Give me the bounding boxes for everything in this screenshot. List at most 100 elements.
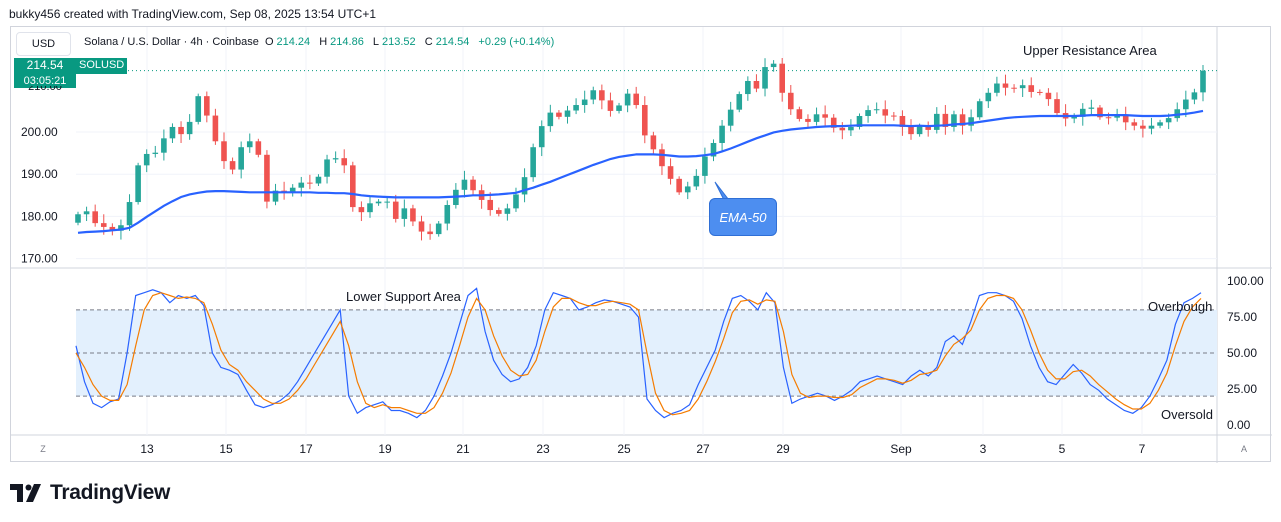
- candle-body: [770, 63, 777, 68]
- ohlc-open: O 214.24: [264, 36, 311, 48]
- candle-body: [865, 110, 871, 116]
- candle-body: [641, 105, 648, 136]
- candle-body: [547, 112, 554, 127]
- candle-body: [1165, 118, 1172, 123]
- candle-body: [667, 166, 674, 179]
- candle-body: [401, 208, 408, 219]
- time-tick-label: 21: [456, 442, 470, 456]
- candle-body: [367, 203, 373, 213]
- candle-body: [830, 117, 837, 128]
- candle-body: [487, 199, 494, 211]
- candle-body: [1131, 122, 1138, 126]
- candle-body: [1148, 125, 1155, 129]
- lower-support-label: Lower Support Area: [346, 289, 461, 304]
- candle-body: [169, 126, 176, 139]
- candle-body: [616, 105, 622, 111]
- candle-body: [1037, 91, 1043, 93]
- candle-body: [676, 178, 682, 193]
- time-tick-label: 5: [1059, 442, 1066, 456]
- auto-scale-button[interactable]: A: [1240, 444, 1247, 454]
- candle-body: [899, 115, 906, 127]
- candle-body: [1028, 85, 1035, 92]
- candle-body: [238, 147, 244, 170]
- ema-50-line: [77, 109, 1204, 234]
- candle-body: [693, 175, 700, 187]
- candle-body: [246, 141, 253, 148]
- candle-body: [229, 161, 236, 170]
- countdown-tag: 03:05:21: [14, 74, 76, 88]
- overbought-label: Overbough: [1148, 299, 1213, 314]
- price-tick-label: 200.00: [21, 125, 58, 139]
- candle-body: [624, 93, 631, 106]
- candle-body: [959, 114, 966, 126]
- candle-body: [272, 190, 279, 202]
- candle-body: [410, 208, 416, 222]
- time-tick-label: Sep: [890, 442, 912, 456]
- candle-body: [496, 210, 502, 214]
- candle-body: [470, 179, 476, 191]
- candle-body: [796, 109, 803, 119]
- candle-body: [702, 156, 708, 176]
- candle-body: [599, 90, 605, 101]
- stoch-tick-label: 0.00: [1227, 418, 1251, 432]
- candle-body: [186, 121, 193, 135]
- candle-body: [573, 105, 579, 111]
- candle-body: [745, 80, 751, 95]
- candle-body: [521, 177, 528, 195]
- price-tick-label: 170.00: [21, 252, 58, 266]
- symbol-legend: Solana / U.S. Dollar · 4h · Coinbase O 21…: [84, 36, 557, 48]
- candle-body: [1054, 99, 1060, 114]
- candle-body: [221, 141, 227, 162]
- stoch-tick-label: 50.00: [1227, 346, 1257, 360]
- candle-body: [1114, 115, 1120, 118]
- candle-body: [392, 201, 399, 219]
- chart-credit: bukky456 created with TradingView.com, S…: [9, 7, 377, 21]
- candle-body: [324, 159, 330, 177]
- symbol-tag: SOLUSD: [76, 58, 128, 74]
- zoom-button[interactable]: Z: [40, 444, 46, 454]
- candle-body: [1191, 92, 1198, 100]
- candle-body: [444, 204, 451, 224]
- candle-body: [1140, 125, 1146, 129]
- time-tick-label: 19: [378, 442, 392, 456]
- candle-body: [204, 96, 210, 116]
- time-tick-label: 15: [219, 442, 233, 456]
- candle-body: [178, 126, 184, 135]
- candle-body: [152, 152, 159, 154]
- time-tick-label: 27: [696, 442, 710, 456]
- candle-body: [75, 214, 81, 223]
- candle-body: [787, 92, 794, 110]
- candle-body: [1183, 99, 1189, 110]
- currency-button[interactable]: USD: [16, 32, 71, 56]
- ohlc-close: C 214.54: [424, 36, 470, 48]
- candle-body: [891, 115, 897, 117]
- time-tick-label: 7: [1139, 442, 1146, 456]
- candle-body: [839, 127, 846, 131]
- candle-body: [461, 179, 468, 190]
- oversold-label: Oversold: [1161, 407, 1214, 422]
- candle-body: [848, 126, 854, 131]
- candle-body: [255, 141, 262, 155]
- candle-body: [332, 158, 339, 160]
- stoch-tick-label: 25.00: [1227, 382, 1257, 396]
- candle-body: [873, 109, 880, 111]
- candle-body: [762, 67, 768, 89]
- candle-body: [556, 112, 562, 117]
- time-tick-label: 3: [980, 442, 987, 456]
- candle-body: [1019, 85, 1026, 89]
- candle-body: [805, 118, 811, 122]
- tradingview-logo-text: TradingView: [50, 481, 171, 504]
- candle-body: [925, 126, 931, 130]
- candle-body: [684, 186, 691, 193]
- stoch-k-line: [75, 287, 1202, 419]
- candle-body: [135, 165, 141, 203]
- candle-body: [1097, 107, 1103, 118]
- candle-body: [1122, 115, 1129, 123]
- hidden-tick-label: 210.00: [28, 86, 62, 92]
- tradingview-logo: TradingView: [10, 480, 170, 506]
- candle-body: [564, 110, 571, 117]
- candle-body: [126, 202, 133, 226]
- time-tick-label: 25: [617, 442, 631, 456]
- candle-body: [719, 125, 725, 143]
- candle-body: [753, 80, 760, 89]
